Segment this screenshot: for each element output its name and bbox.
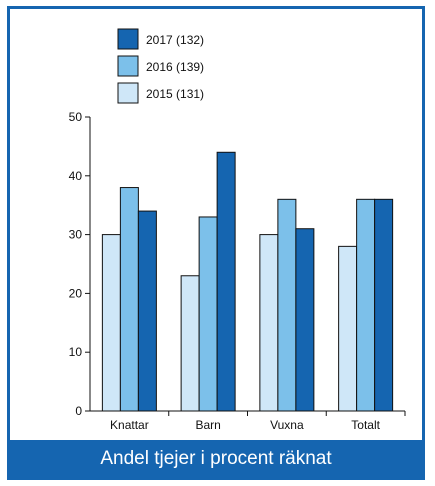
axes: 0 10 20 30 40 50 Knattar Barn Vuxna Totalt [69, 110, 406, 432]
bar-vuxna-2016 [277, 198, 297, 412]
bar-vuxna-2017 [295, 228, 315, 412]
legend-label: 2015 (131) [146, 87, 204, 101]
legend-label: 2016 (139) [146, 60, 204, 74]
bar-knattar-2016 [119, 187, 139, 412]
y-tick-label: 20 [69, 286, 83, 300]
bar-barn-2015 [180, 275, 200, 412]
legend-swatch [117, 28, 139, 50]
bar-barn-2016 [198, 216, 218, 412]
bar-chart: 2017 (132) 2016 (139) 2015 (131) 0 10 20 30 40… [69, 28, 406, 432]
bars [101, 151, 394, 412]
y-tick-label: 10 [69, 345, 83, 359]
bar-totalt-2017 [374, 198, 394, 412]
x-tick-label: Knattar [110, 418, 149, 432]
bar-knattar-2017 [137, 210, 157, 412]
chart-caption: Andel tjejer i procent räknat [10, 440, 422, 477]
y-tick-label: 50 [69, 110, 83, 124]
chart-frame: 2017 (132) 2016 (139) 2015 (131) 0 10 20 30 40… [7, 6, 425, 480]
legend-swatch [117, 55, 139, 77]
y-tick-label: 40 [69, 169, 83, 183]
bar-barn-2017 [216, 151, 236, 412]
bar-totalt-2015 [338, 245, 358, 412]
legend-swatch [117, 82, 139, 104]
bar-knattar-2015 [101, 234, 121, 412]
y-tick-label: 30 [69, 228, 83, 242]
bar-vuxna-2015 [259, 234, 279, 412]
y-tick-label: 0 [75, 404, 82, 418]
legend-label: 2017 (132) [146, 33, 204, 47]
x-tick-label: Vuxna [270, 418, 304, 432]
bar-totalt-2016 [356, 198, 376, 412]
x-tick-label: Barn [195, 418, 220, 432]
legend: 2017 (132) 2016 (139) 2015 (131) [117, 28, 204, 104]
x-tick-label: Totalt [351, 418, 380, 432]
